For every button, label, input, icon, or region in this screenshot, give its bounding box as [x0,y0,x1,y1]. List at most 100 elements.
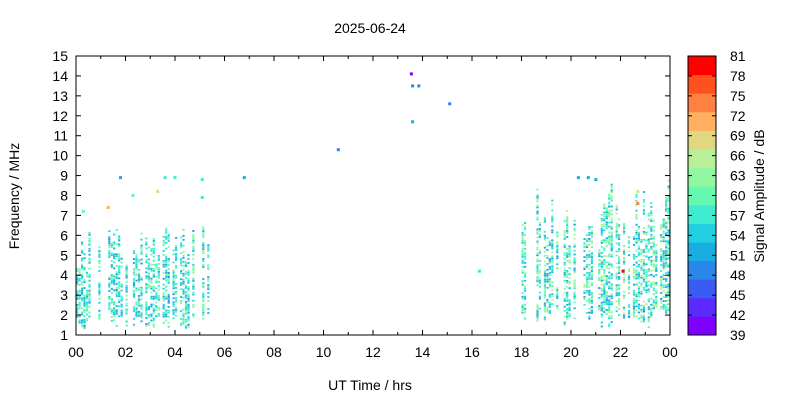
spectrogram-cell [645,269,648,272]
spectrogram-cell [660,286,663,288]
spectrogram-cell [603,223,606,226]
spectrogram-cell [610,197,613,200]
spectrogram-cell [145,243,148,246]
spectrogram-cell [585,278,589,280]
spectrogram-cell [150,291,153,294]
spectrogram-cell [640,268,643,271]
spectrogram-cell [147,314,150,317]
spectrogram-cell [610,317,613,319]
colorbar-segment [688,204,716,224]
spectrogram-cell [145,307,148,310]
spectrogram-cell [563,246,566,248]
spectrogram-cell [172,291,175,294]
spectrogram-cell [603,289,606,291]
spectrogram-cell [145,287,148,290]
spectrogram-cell [172,253,175,256]
spectrogram-cell [627,274,631,276]
spectrogram-cell [590,240,593,243]
spectrogram-cell [546,276,549,279]
x-tick-label: 22 [613,344,629,360]
spectrogram-cell [610,221,613,224]
spectrogram-cell [182,316,185,319]
spectrogram-cell [627,242,631,245]
spectrogram-cell [83,305,86,307]
spectrogram-cell [568,251,571,254]
spectrogram-cell [637,275,640,278]
spectrogram-cell [566,291,569,294]
spectrogram-cell [524,248,527,250]
spectrogram-cell [108,254,111,257]
spectrogram-cell [118,293,121,296]
spectrogram-cell [162,236,165,238]
spectrogram-cell [662,284,665,286]
spectrogram-cell [524,295,527,298]
spectrogram-cell [568,253,571,256]
spectrogram-cell [642,233,645,235]
spectrogram-cell [135,255,138,258]
spectrogram-cell [551,303,554,305]
spectrogram-cell [588,232,591,234]
spectrogram-cell [182,268,185,271]
spectrogram-cell [113,255,116,258]
spectrogram-cell [605,279,608,281]
spectrogram-cell [140,244,143,247]
spectrogram-cell [588,228,591,230]
spectrogram-cell [76,278,79,280]
spectrogram-cell [192,250,195,252]
spectrogram-cell [618,294,621,296]
spectrogram-cell [551,299,554,301]
spectrogram-cell [645,285,648,288]
colorbar-tick-label: 54 [730,227,746,243]
spectrogram-cell [635,271,638,274]
spectrogram-cell [110,242,113,245]
spectrogram-cell [598,255,601,257]
spectrogram-cell [652,225,655,228]
spectrogram-cell [603,275,606,277]
spectrogram-cell [83,325,86,327]
spectrogram-cell [665,310,668,312]
spectrogram-cell [546,308,549,311]
spectrogram-cell [667,303,670,306]
spectrogram-cell [652,303,655,306]
spectrogram-cell [637,273,640,276]
spectrogram-cell [588,285,591,288]
spectrogram-cell [536,206,539,209]
spectrogram-cell [640,258,643,261]
spectrogram-cell [172,249,175,252]
spectrogram-cell [88,305,91,308]
spectrogram-cell [98,286,101,288]
spectrogram-cell [88,291,91,294]
spectrogram-cell [603,271,606,273]
spectrogram-cell [637,225,640,228]
spectrogram-cell [600,220,603,222]
spectrogram-cell [655,256,658,258]
spectrogram-cell [192,257,195,260]
spectrogram-cell [650,311,653,314]
spectrogram-cell [660,282,663,284]
spectrogram-cell [202,317,205,320]
spectrogram-cell [536,210,539,213]
y-tick-label: 11 [53,128,68,144]
spectrogram-cell [135,253,138,256]
spectrogram-cell [137,296,141,299]
spectrogram-cell [573,243,576,246]
spectrogram-cell [98,294,101,296]
spectrogram-cell [647,212,650,215]
spectrogram-cell [192,240,195,242]
spectrogram-cell [521,266,524,268]
spectrogram-cell [182,292,185,295]
spectrogram-cell [566,222,569,224]
spectrogram-cell [81,273,84,276]
spectrogram-cell [182,314,185,317]
spectrogram-cell [563,232,566,234]
spectrogram-cell [521,279,524,282]
spectrogram-cell [202,232,205,234]
spectrogram-cell [543,254,546,257]
spectrogram-cell [623,229,626,231]
spectrogram-cell [655,252,658,254]
spectrogram-cell [667,309,670,312]
spectrogram-cell [566,254,569,256]
spectrogram-cell [536,254,539,257]
spectrogram-cell [165,257,168,260]
spectrogram-cell [521,297,524,300]
